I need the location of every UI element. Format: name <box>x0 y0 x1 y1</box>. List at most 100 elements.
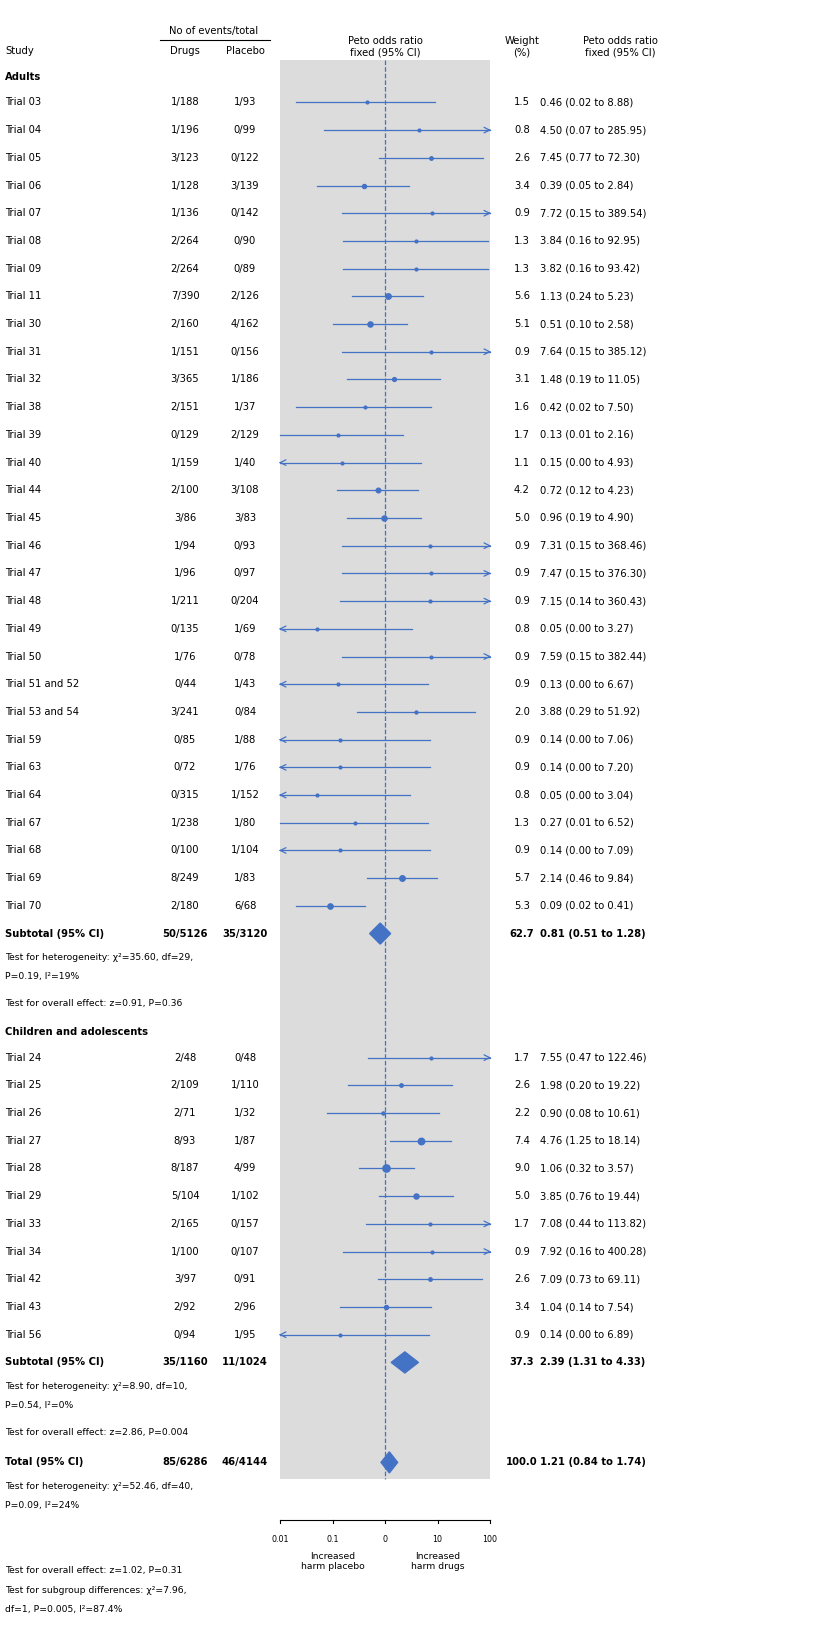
Text: 1/87: 1/87 <box>233 1136 257 1146</box>
Text: 7.64 (0.15 to 385.12): 7.64 (0.15 to 385.12) <box>540 347 646 357</box>
Text: 0/84: 0/84 <box>234 706 256 716</box>
Text: Trial 69: Trial 69 <box>5 874 41 883</box>
Text: 1/110: 1/110 <box>231 1080 259 1090</box>
Text: 2/96: 2/96 <box>233 1301 257 1311</box>
Text: 0/204: 0/204 <box>231 597 259 606</box>
Text: Trial 38: Trial 38 <box>5 402 41 411</box>
Text: 1/80: 1/80 <box>233 818 256 828</box>
Text: 2/264: 2/264 <box>171 264 200 274</box>
Text: Trial 33: Trial 33 <box>5 1219 41 1229</box>
Text: Trial 31: Trial 31 <box>5 347 41 357</box>
Text: 1/128: 1/128 <box>171 180 200 190</box>
Text: 1/136: 1/136 <box>171 208 200 218</box>
Text: 0/91: 0/91 <box>233 1274 257 1285</box>
Text: Trial 04: Trial 04 <box>5 125 41 134</box>
Text: Drugs: Drugs <box>170 46 200 56</box>
Text: 0/129: 0/129 <box>171 429 200 439</box>
Text: Trial 59: Trial 59 <box>5 734 41 744</box>
Text: 0: 0 <box>383 1534 388 1544</box>
Text: 1/37: 1/37 <box>233 402 257 411</box>
Text: 0/48: 0/48 <box>234 1052 256 1062</box>
Text: 1.6: 1.6 <box>514 402 530 411</box>
Text: 1.7: 1.7 <box>514 429 530 439</box>
Text: 8/249: 8/249 <box>171 874 200 883</box>
Text: 0/78: 0/78 <box>233 652 256 662</box>
Text: Children and adolescents: Children and adolescents <box>5 1028 148 1037</box>
Text: Subtotal (95% CI): Subtotal (95% CI) <box>5 929 104 939</box>
Text: 3.84 (0.16 to 92.95): 3.84 (0.16 to 92.95) <box>540 236 640 246</box>
Text: 0.72 (0.12 to 4.23): 0.72 (0.12 to 4.23) <box>540 485 634 495</box>
Text: 0/93: 0/93 <box>233 541 256 551</box>
Text: Trial 67: Trial 67 <box>5 818 41 828</box>
Text: 0/100: 0/100 <box>171 846 200 856</box>
Text: 1.3: 1.3 <box>514 236 530 246</box>
Text: 2/92: 2/92 <box>174 1301 196 1311</box>
Text: Trial 42: Trial 42 <box>5 1274 41 1285</box>
Text: 0.9: 0.9 <box>514 1247 530 1257</box>
Text: 4.2: 4.2 <box>514 485 530 495</box>
Text: 2/160: 2/160 <box>171 320 200 329</box>
Text: 1.3: 1.3 <box>514 264 530 274</box>
Text: 1/188: 1/188 <box>171 97 200 108</box>
Text: Trial 25: Trial 25 <box>5 1080 41 1090</box>
Text: P=0.19, I²=19%: P=0.19, I²=19% <box>5 972 79 982</box>
Text: Test for subgroup differences: χ²=7.96,: Test for subgroup differences: χ²=7.96, <box>5 1585 186 1595</box>
Text: 2/180: 2/180 <box>171 901 200 911</box>
Text: 2.14 (0.46 to 9.84): 2.14 (0.46 to 9.84) <box>540 874 634 883</box>
Text: 0.01: 0.01 <box>271 1534 289 1544</box>
Text: Trial 51 and 52: Trial 51 and 52 <box>5 679 79 690</box>
Text: 2/129: 2/129 <box>230 429 259 439</box>
Text: 0/315: 0/315 <box>171 790 200 800</box>
Text: Trial 34: Trial 34 <box>5 1247 41 1257</box>
Text: 2/165: 2/165 <box>171 1219 200 1229</box>
Text: 100.0: 100.0 <box>507 1457 538 1467</box>
Text: 7.59 (0.15 to 382.44): 7.59 (0.15 to 382.44) <box>540 652 646 662</box>
Text: 0.9: 0.9 <box>514 347 530 357</box>
Text: 0.8: 0.8 <box>514 624 530 634</box>
Text: Trial 50: Trial 50 <box>5 652 41 662</box>
Text: 46/4144: 46/4144 <box>222 1457 268 1467</box>
Text: 85/6286: 85/6286 <box>163 1457 208 1467</box>
Text: 0.8: 0.8 <box>514 125 530 134</box>
Text: Trial 26: Trial 26 <box>5 1108 41 1118</box>
Text: 0.81 (0.51 to 1.28): 0.81 (0.51 to 1.28) <box>540 929 646 939</box>
Text: 11/1024: 11/1024 <box>222 1357 268 1367</box>
Text: 5.1: 5.1 <box>514 320 530 329</box>
Text: 3/123: 3/123 <box>171 152 200 162</box>
Text: 0.9: 0.9 <box>514 541 530 551</box>
Text: 1/32: 1/32 <box>233 1108 257 1118</box>
Text: 1.21 (0.84 to 1.74): 1.21 (0.84 to 1.74) <box>540 1457 646 1467</box>
Text: Trial 06: Trial 06 <box>5 180 41 190</box>
Text: 5.6: 5.6 <box>514 292 530 302</box>
Text: 8/187: 8/187 <box>171 1164 200 1174</box>
Text: 3.4: 3.4 <box>514 180 530 190</box>
Text: 3/108: 3/108 <box>231 485 259 495</box>
Text: 0.96 (0.19 to 4.90): 0.96 (0.19 to 4.90) <box>540 513 634 523</box>
Text: 0.9: 0.9 <box>514 652 530 662</box>
Text: 3.1: 3.1 <box>514 374 530 385</box>
Text: 0.9: 0.9 <box>514 679 530 690</box>
Text: Trial 32: Trial 32 <box>5 374 41 385</box>
Text: 0.8: 0.8 <box>514 790 530 800</box>
Text: 0/107: 0/107 <box>231 1247 259 1257</box>
Text: 0/97: 0/97 <box>233 569 257 579</box>
Text: 1/76: 1/76 <box>233 762 257 772</box>
Text: 7.4: 7.4 <box>514 1136 530 1146</box>
Text: 0/156: 0/156 <box>231 347 259 357</box>
Text: 100: 100 <box>483 1534 497 1544</box>
Text: 0.9: 0.9 <box>514 762 530 772</box>
Text: 2/48: 2/48 <box>174 1052 196 1062</box>
Text: Increased
harm drugs: Increased harm drugs <box>411 1552 464 1570</box>
Text: Trial 63: Trial 63 <box>5 762 41 772</box>
Text: 4.76 (1.25 to 18.14): 4.76 (1.25 to 18.14) <box>540 1136 640 1146</box>
Text: Trial 64: Trial 64 <box>5 790 41 800</box>
Text: 2.6: 2.6 <box>514 1080 530 1090</box>
Text: 3/97: 3/97 <box>174 1274 196 1285</box>
Text: 1.98 (0.20 to 19.22): 1.98 (0.20 to 19.22) <box>540 1080 640 1090</box>
Text: 1/94: 1/94 <box>174 541 196 551</box>
Text: 0.9: 0.9 <box>514 597 530 606</box>
Text: df=1, P=0.005, I²=87.4%: df=1, P=0.005, I²=87.4% <box>5 1605 122 1614</box>
Text: 0/85: 0/85 <box>174 734 196 744</box>
Text: 0.9: 0.9 <box>514 734 530 744</box>
Text: 10: 10 <box>432 1534 442 1544</box>
